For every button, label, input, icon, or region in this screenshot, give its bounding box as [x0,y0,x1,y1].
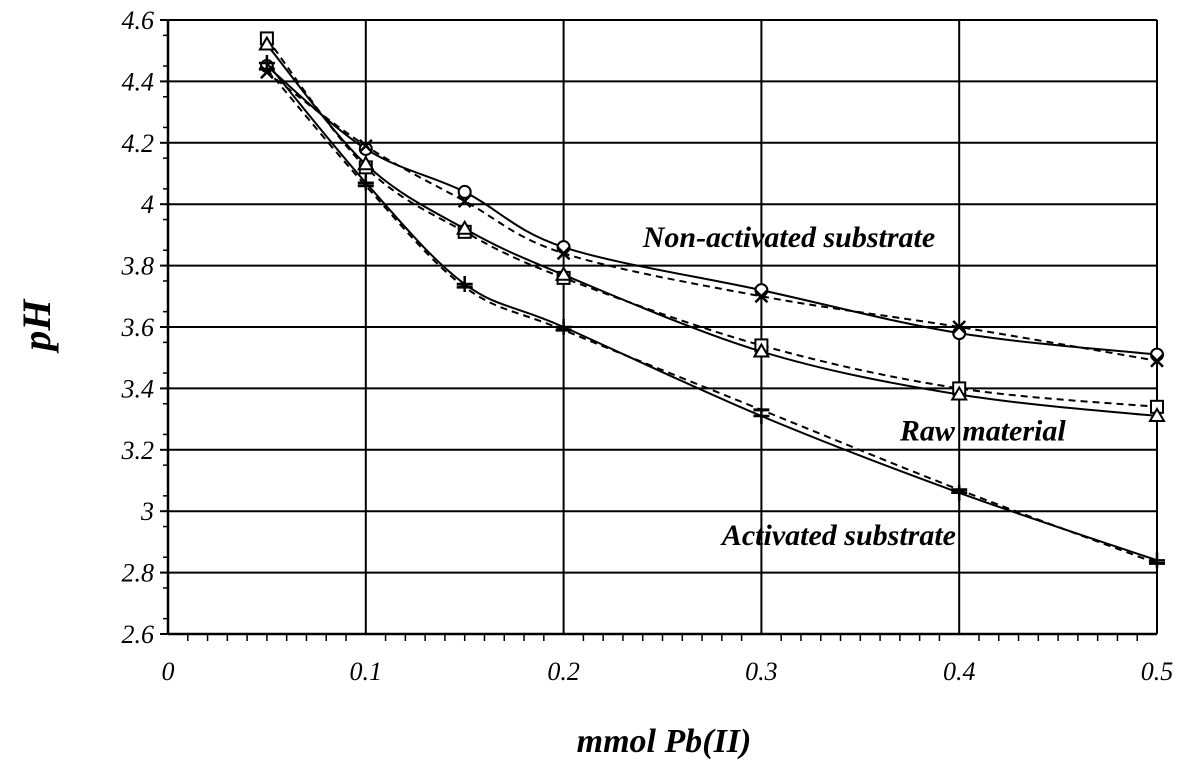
data-point-triangle [455,219,474,235]
y-tick-label: 4.2 [122,129,155,158]
data-point-x [1150,353,1164,368]
y-tick-label: 4.4 [122,67,155,96]
y-tick-label: 4 [141,190,154,219]
y-tick-label: 2.6 [122,620,155,649]
data-point-triangle [554,265,573,281]
y-tick-label: 3 [140,497,154,526]
curve-label: Activated substrate [720,519,956,552]
axis-layer: 2.6 2.8 3 3.2 3.4 3.6 3.8 4 4.2 4.4 4.6 0 0.1 0.2 0.3 0… [121,6,1174,686]
data-point-circle [358,141,373,156]
data-point-x [952,320,967,334]
series-line [266,65,1158,356]
x-tick-label: 0.3 [745,657,778,686]
curve-label: Non-activated substrate [642,221,936,254]
data-point-plus [951,484,968,501]
y-tick-label: 3.6 [121,313,155,342]
x-axis-title: mmol Pb(II) [577,723,752,760]
series-line [266,62,1158,562]
data-point-circle [754,283,769,298]
data-point-plus [1149,552,1165,569]
data-point-triangle [950,385,968,401]
data-point-circle [457,184,472,199]
data-point-circle [556,240,571,255]
y-tick-label: 4.6 [122,6,155,35]
y-tick-label: 2.8 [122,559,155,588]
data-point-triangle [1148,407,1166,423]
y-axis-title: pH [14,298,59,354]
data-point-circle [1150,347,1164,362]
data-point-plus [357,174,374,191]
data-point-circle [952,326,967,341]
curve-label: Raw material [899,415,1067,448]
data-point-x [556,246,571,261]
data-point-x [358,138,373,153]
y-tick-label: 3.4 [121,374,155,403]
series-layer [258,31,1166,569]
data-point-triangle [357,155,375,171]
y-tick-label: 3.2 [121,436,155,465]
series-1 [259,59,1164,362]
series-4 [258,35,1166,423]
x-tick-label: 0.5 [1141,657,1174,686]
y-tick-label: 3.8 [121,252,155,281]
x-tick-label: 0.2 [547,657,580,686]
x-tick-label: 0.4 [943,657,976,686]
x-tick-label: 0 [162,657,175,686]
data-point-x [457,194,472,209]
data-point-triangle [752,342,771,358]
grid-layer [167,19,1158,635]
data-point-triangle [258,35,276,51]
series-5 [258,54,1165,569]
series-line [266,71,1158,362]
data-point-x [754,289,769,304]
series-6 [258,67,1165,565]
series-line [266,68,1158,565]
annotation-layer: Non-activated substrate Raw material Activ… [642,221,1067,552]
x-tick-label: 0.1 [350,657,383,686]
